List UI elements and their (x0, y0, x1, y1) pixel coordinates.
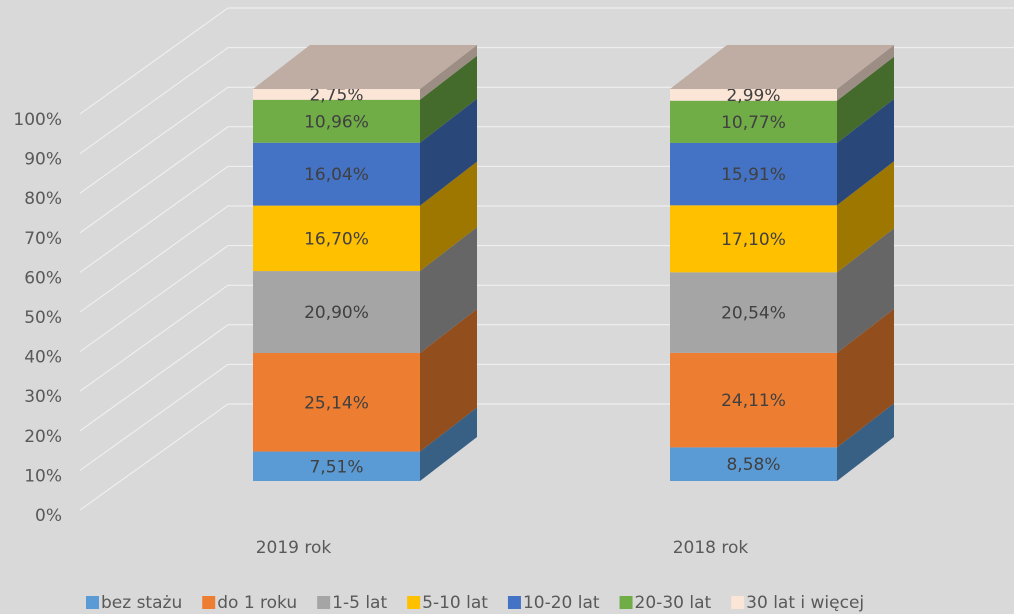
value-label: 20,90% (304, 303, 369, 323)
bar-segment (253, 451, 420, 481)
value-label: 25,14% (304, 393, 369, 413)
y-tick-label: 80% (24, 189, 62, 209)
legend-swatch (202, 596, 216, 609)
bar-side (837, 228, 894, 353)
y-tick-label: 10% (24, 466, 62, 486)
bar-segment (253, 353, 420, 452)
legend-label: 20-30 lat (635, 593, 712, 613)
legend-swatch (317, 596, 331, 609)
bar-side (837, 45, 894, 101)
bar-segment (253, 89, 420, 100)
bar-side (837, 56, 894, 143)
bar-segment (253, 142, 420, 206)
bar-side (420, 407, 477, 481)
y-tick-label: 90% (24, 150, 62, 170)
bar-top (253, 45, 477, 89)
bar-segment (670, 352, 837, 448)
bar-segment (670, 447, 837, 481)
bar-side (420, 161, 477, 272)
y-tick-label: 20% (24, 427, 62, 447)
bar-side (837, 308, 894, 448)
legend-label: do 1 roku (217, 593, 297, 613)
bar-segment (670, 142, 837, 206)
y-tick-label: 40% (24, 348, 62, 368)
y-tick-label: 50% (24, 308, 62, 328)
y-tick-label: 70% (24, 229, 62, 249)
value-label: 17,10% (721, 230, 786, 250)
value-label: 2,99% (726, 86, 780, 106)
bar-segment (670, 205, 837, 273)
value-label: 8,58% (726, 455, 780, 475)
legend-swatch (86, 596, 99, 609)
value-label: 15,91% (721, 165, 786, 185)
grid-line (79, 7, 1014, 115)
legend-swatch (619, 596, 633, 609)
y-tick-label: 100% (13, 110, 62, 130)
legend-label: 30 lat i więcej (746, 593, 864, 613)
value-label: 2,75% (309, 85, 363, 105)
value-label: 20,54% (721, 304, 786, 324)
legend-label: 1-5 lat (332, 593, 387, 613)
legend-label: bez stażu (101, 593, 182, 613)
bar-side (420, 227, 477, 354)
bar-side (420, 55, 477, 143)
bar-segment (253, 99, 420, 143)
bar-segment (670, 100, 837, 143)
bar-side (420, 45, 477, 100)
bar-side (420, 98, 477, 206)
legend-swatch (407, 596, 421, 609)
value-label: 24,11% (721, 391, 786, 411)
value-label: 16,04% (304, 165, 369, 185)
x-tick-label: 2019 rok (256, 538, 332, 558)
bar-side (837, 161, 894, 273)
legend-label: 10-20 lat (523, 593, 600, 613)
bar-segment (253, 271, 420, 354)
value-label: 10,77% (721, 113, 786, 133)
bar-side (837, 98, 894, 206)
bar-segment (670, 272, 837, 353)
bar-side (837, 403, 894, 481)
legend-swatch (731, 596, 745, 609)
bar-segment (670, 89, 837, 101)
x-tick-label: 2018 rok (673, 538, 749, 558)
y-tick-label: 0% (35, 506, 62, 526)
value-label: 10,96% (304, 112, 369, 132)
y-tick-label: 60% (24, 268, 62, 288)
y-tick-label: 30% (24, 387, 62, 407)
value-label: 7,51% (309, 457, 363, 477)
legend-label: 5-10 lat (422, 593, 488, 613)
bar-side (420, 309, 477, 452)
value-label: 16,70% (304, 229, 369, 249)
bar-segment (253, 205, 420, 272)
legend-swatch (507, 596, 521, 609)
bar-top (670, 45, 894, 89)
